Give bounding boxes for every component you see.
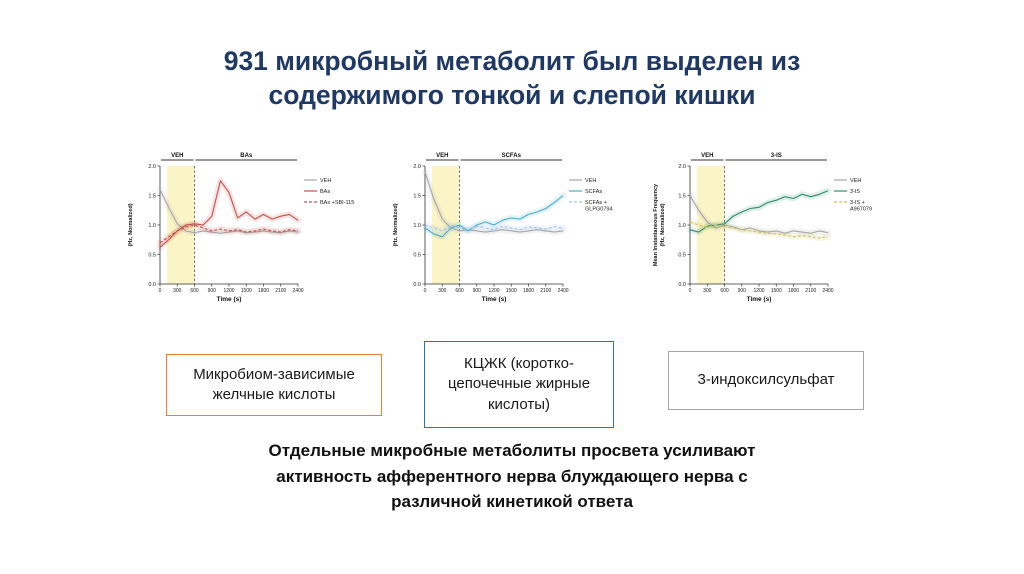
- scfa-line-chart: 0.0 0.5 1.0 1.5 2.0 0 300 600 900 1200 1500 1800 210…: [393, 153, 613, 303]
- svg-text:900: 900: [738, 288, 747, 294]
- svg-text:1500: 1500: [241, 288, 252, 294]
- svg-text:1.0: 1.0: [413, 223, 421, 229]
- svg-text:300: 300: [173, 288, 182, 294]
- svg-text:600: 600: [455, 288, 464, 294]
- svg-text:1.0: 1.0: [148, 223, 156, 229]
- svg-text:1.5: 1.5: [148, 194, 156, 200]
- svg-text:900: 900: [208, 288, 217, 294]
- svg-text:0.5: 0.5: [413, 253, 421, 259]
- indoxyl-line-chart: 0.0 0.5 1.0 1.5 2.0 0 300 600 900 1200 1500 1800 210…: [653, 153, 872, 303]
- svg-text:3-IS: 3-IS: [850, 189, 860, 195]
- svg-text:0.5: 0.5: [148, 253, 156, 259]
- svg-text:0.0: 0.0: [413, 282, 421, 288]
- period-bars: VEH 3-IS: [691, 153, 827, 161]
- stimulus-band: [166, 166, 195, 284]
- svg-text:1800: 1800: [258, 288, 269, 294]
- svg-text:0: 0: [159, 288, 162, 294]
- stimulus-band: [431, 166, 460, 284]
- x-axis-label: Time (s): [217, 296, 242, 303]
- label-box-scfa: КЦЖК (коротко-цепочечные жирные кислоты): [424, 341, 614, 428]
- y-axis-label: (Hz, Normalized): [128, 203, 134, 246]
- svg-text:0.5: 0.5: [678, 253, 686, 259]
- svg-text:2100: 2100: [805, 288, 816, 294]
- series-SCFAs + GLPG0794: [422, 222, 566, 234]
- series-3-IS + A967079: [687, 219, 831, 241]
- charts-row: 0.0 0.5 1.0 1.5 2.0 0 300 600 900 1200 1500 1800 210…: [120, 136, 900, 326]
- svg-text:BAs: BAs: [240, 153, 253, 159]
- svg-text:VEH: VEH: [701, 153, 713, 159]
- chart-axes: 0.0 0.5 1.0 1.5 2.0 0 300 600 900 1200 1500 1800 210…: [148, 164, 303, 294]
- label-box-indoxyl: 3-индоксилсульфат: [668, 351, 864, 410]
- svg-text:0: 0: [424, 288, 427, 294]
- period-bars: VEH BAs: [161, 153, 297, 161]
- svg-text:1200: 1200: [488, 288, 499, 294]
- chart-panel-scfa: 0.0 0.5 1.0 1.5 2.0 0 300 600 900 1200 1500 1800 210…: [385, 136, 635, 326]
- series-VEH: [687, 192, 831, 237]
- svg-text:SCFAs: SCFAs: [502, 153, 522, 159]
- svg-text:600: 600: [190, 288, 199, 294]
- svg-text:1200: 1200: [223, 288, 234, 294]
- svg-text:2100: 2100: [540, 288, 551, 294]
- chart-legend: VEH SCFAs SCFAs +GLPG0794: [569, 178, 613, 213]
- svg-text:2100: 2100: [275, 288, 286, 294]
- svg-text:300: 300: [438, 288, 447, 294]
- svg-text:2400: 2400: [292, 288, 303, 294]
- svg-text:2.0: 2.0: [678, 164, 686, 170]
- series-VEH: [422, 168, 566, 236]
- svg-text:BAs: BAs: [320, 189, 330, 195]
- chart-axes: 0.0 0.5 1.0 1.5 2.0 0 300 600 900 1200 1500 1800 210…: [678, 164, 833, 294]
- series-3-IS: [687, 187, 831, 236]
- svg-text:0: 0: [689, 288, 692, 294]
- svg-text:2.0: 2.0: [148, 164, 156, 170]
- svg-text:3-IS: 3-IS: [771, 153, 782, 159]
- svg-text:GLPG0794: GLPG0794: [585, 207, 613, 213]
- svg-text:0.0: 0.0: [678, 282, 686, 288]
- svg-text:1.5: 1.5: [678, 194, 686, 200]
- label-box-bile-acids: Микробиом-зависимые желчные кислоты: [166, 354, 382, 416]
- svg-text:300: 300: [703, 288, 712, 294]
- svg-text:2.0: 2.0: [413, 164, 421, 170]
- svg-text:A967079: A967079: [850, 207, 872, 213]
- svg-text:0.0: 0.0: [148, 282, 156, 288]
- svg-text:900: 900: [473, 288, 482, 294]
- chart-legend: VEH BAs BAs +SBI-115: [304, 178, 354, 206]
- svg-text:1200: 1200: [753, 288, 764, 294]
- y-axis-label: Mean Instantaneous Frequency: [653, 183, 659, 266]
- chart-panel-indoxyl: 0.0 0.5 1.0 1.5 2.0 0 300 600 900 1200 1500 1800 210…: [650, 136, 900, 326]
- chart-legend: VEH 3-IS 3-IS +A967079: [834, 178, 872, 213]
- svg-text:BAs +SBI-115: BAs +SBI-115: [320, 200, 354, 206]
- series-BAs +SBI-115: [157, 222, 301, 246]
- svg-text:VEH: VEH: [436, 153, 448, 159]
- svg-text:SCFAs +: SCFAs +: [585, 200, 607, 206]
- svg-text:1500: 1500: [771, 288, 782, 294]
- chart-axes: 0.0 0.5 1.0 1.5 2.0 0 300 600 900 1200 1500 1800 210…: [413, 164, 568, 294]
- period-bars: VEH SCFAs: [426, 153, 562, 161]
- svg-text:1.0: 1.0: [678, 223, 686, 229]
- svg-text:VEH: VEH: [850, 178, 861, 184]
- y-axis-label: (Hz, Normalized): [393, 203, 399, 246]
- svg-text:VEH: VEH: [585, 178, 596, 184]
- x-axis-label: Time (s): [482, 296, 507, 303]
- svg-text:3-IS +: 3-IS +: [850, 200, 865, 206]
- svg-text:1.5: 1.5: [413, 194, 421, 200]
- svg-text:VEH: VEH: [320, 178, 331, 184]
- svg-text:1800: 1800: [523, 288, 534, 294]
- svg-text:VEH: VEH: [171, 153, 183, 159]
- x-axis-label: Time (s): [747, 296, 772, 303]
- svg-text:SCFAs: SCFAs: [585, 189, 602, 195]
- svg-text:600: 600: [720, 288, 729, 294]
- svg-text:2400: 2400: [822, 288, 833, 294]
- y-axis-label: (Hz, Normalized): [660, 203, 666, 246]
- chart-panel-bile-acids: 0.0 0.5 1.0 1.5 2.0 0 300 600 900 1200 1500 1800 210…: [120, 136, 370, 326]
- svg-text:1800: 1800: [788, 288, 799, 294]
- series-BAs: [157, 177, 301, 251]
- bile-acids-line-chart: 0.0 0.5 1.0 1.5 2.0 0 300 600 900 1200 1500 1800 210…: [128, 153, 354, 303]
- svg-text:1500: 1500: [506, 288, 517, 294]
- series-SCFAs: [422, 192, 566, 240]
- svg-text:2400: 2400: [557, 288, 568, 294]
- conclusion-text: Отдельные микробные метаболиты просвета …: [268, 441, 756, 511]
- slide-title: 931 микробный метаболит был выделен из с…: [223, 46, 801, 111]
